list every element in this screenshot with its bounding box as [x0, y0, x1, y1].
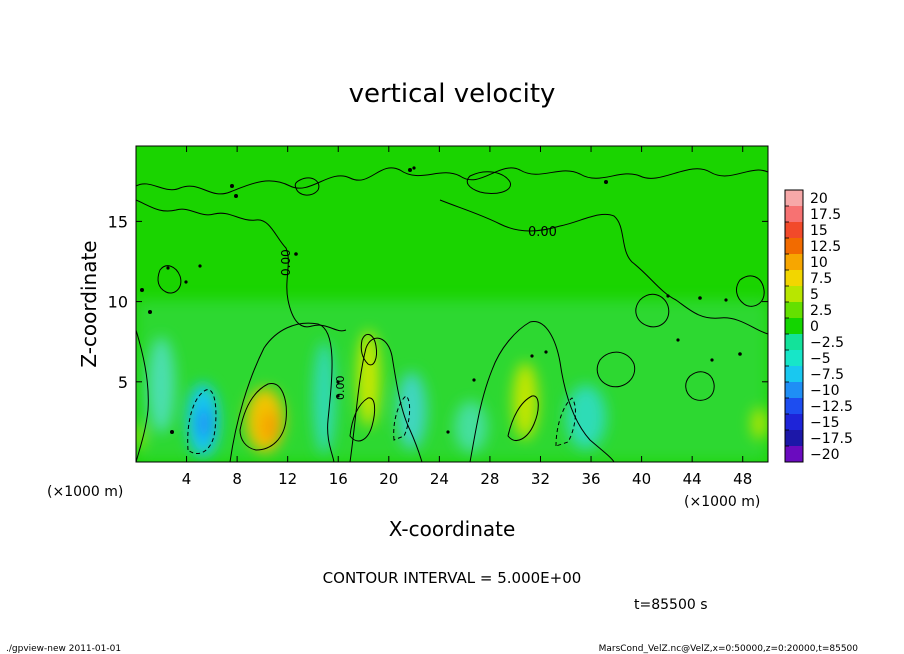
- x-tick-label: 8: [232, 470, 242, 488]
- colorbar-swatch: [785, 238, 803, 255]
- colorbar: 2017.51512.5107.552.50−2.5−5−7.5−10−12.5…: [784, 189, 853, 463]
- x-tick-label: 32: [531, 470, 550, 488]
- colorbar-swatch: [785, 270, 803, 287]
- y-tick-label: 10: [108, 293, 128, 312]
- velocity-blob-9: [454, 401, 488, 453]
- contour-interval-note: CONTOUR INTERVAL = 5.000E+00: [323, 569, 582, 587]
- colorbar-label: 0: [810, 319, 819, 335]
- velocity-blob-1: [261, 410, 279, 443]
- y-axis: 5 10 15: [108, 212, 768, 392]
- velocity-blob-8: [565, 385, 607, 450]
- footer-left: ./gpview-new 2011-01-01: [6, 644, 121, 654]
- y-tick-label: 5: [118, 373, 128, 392]
- velocity-anomalies: [136, 330, 767, 458]
- velocity-blob-10: [312, 341, 336, 454]
- x-tick-label: 28: [480, 470, 499, 488]
- colorbar-swatch: [785, 302, 803, 319]
- x-unit-right: (×1000 m): [684, 494, 760, 510]
- plot-frame: [135, 145, 769, 463]
- colorbar-swatch: [785, 206, 803, 223]
- colorbar-label: 17.5: [810, 207, 841, 223]
- y-tick-label: 15: [108, 212, 128, 231]
- x-tick-label: 40: [632, 470, 651, 488]
- colorbar-swatch: [785, 382, 803, 399]
- colorbar-label: −12.5: [810, 399, 853, 415]
- lower-field: [136, 300, 768, 462]
- x-tick-label: 4: [182, 470, 192, 488]
- colorbar-label: 2.5: [810, 303, 832, 319]
- colorbar-swatch: [785, 254, 803, 271]
- colorbar-label: 12.5: [810, 239, 841, 255]
- velocity-blob-5: [197, 407, 211, 440]
- zero-contours: [136, 167, 768, 462]
- x-tick-label: 44: [683, 470, 702, 488]
- colorbar-label: 20: [810, 191, 828, 207]
- x-tick-label: 48: [733, 470, 752, 488]
- colorbar-swatch: [785, 222, 803, 239]
- colorbar-label: −2.5: [810, 335, 844, 351]
- velocity-blob-11: [751, 407, 767, 440]
- colorbar-swatch: [785, 318, 803, 335]
- colorbar-label: −10: [810, 383, 840, 399]
- velocity-blob-7: [396, 372, 427, 450]
- contour-label-3: 0.00: [334, 376, 347, 401]
- colorbar-label: −17.5: [810, 431, 853, 447]
- colorbar-swatch: [785, 190, 803, 207]
- velocity-blob-12: [136, 423, 144, 450]
- colorbar-label: 5: [810, 287, 819, 303]
- colorbar-swatch: [785, 286, 803, 303]
- colorbar-label: 7.5: [810, 271, 832, 287]
- colorbar-label: −5: [810, 351, 831, 367]
- colorbar-swatch: [785, 334, 803, 351]
- colorbar-label: −15: [810, 415, 840, 431]
- chart-title: vertical velocity: [349, 79, 556, 109]
- colorbar-label: 10: [810, 255, 828, 271]
- colorbar-swatch: [785, 398, 803, 415]
- time-label: t=85500 s: [634, 597, 708, 613]
- colorbar-swatch: [785, 350, 803, 367]
- colorbar-swatch: [785, 366, 803, 383]
- x-axis-label: X-coordinate: [389, 517, 516, 541]
- x-tick-label: 12: [278, 470, 297, 488]
- x-axis: 4 8 12 16 20 24 28 32 36 40 44 48: [182, 146, 752, 488]
- x-tick-label: 16: [329, 470, 348, 488]
- velocity-blob-6: [147, 336, 176, 434]
- x-unit-left: (×1000 m): [47, 484, 123, 500]
- footer-right: MarsCond_VelZ.nc@VelZ,x=0:50000,z=0:2000…: [599, 644, 859, 654]
- x-tick-label: 36: [581, 470, 600, 488]
- contour-label-2: 0.00: [279, 249, 293, 276]
- colorbar-swatch: [785, 446, 803, 463]
- colorbar-label: −20: [810, 447, 840, 463]
- negative-contours: [187, 389, 576, 454]
- y-axis-label: Z-coordinate: [77, 240, 101, 367]
- colorbar-frame: [784, 189, 804, 463]
- x-tick-label: 20: [379, 470, 398, 488]
- colorbar-swatch: [785, 430, 803, 447]
- contour-specks: [140, 166, 742, 434]
- colorbar-label: 15: [810, 223, 828, 239]
- x-tick-label: 24: [430, 470, 449, 488]
- contour-label-1: 0.00: [528, 225, 557, 240]
- colorbar-label: −7.5: [810, 367, 844, 383]
- colorbar-swatch: [785, 414, 803, 431]
